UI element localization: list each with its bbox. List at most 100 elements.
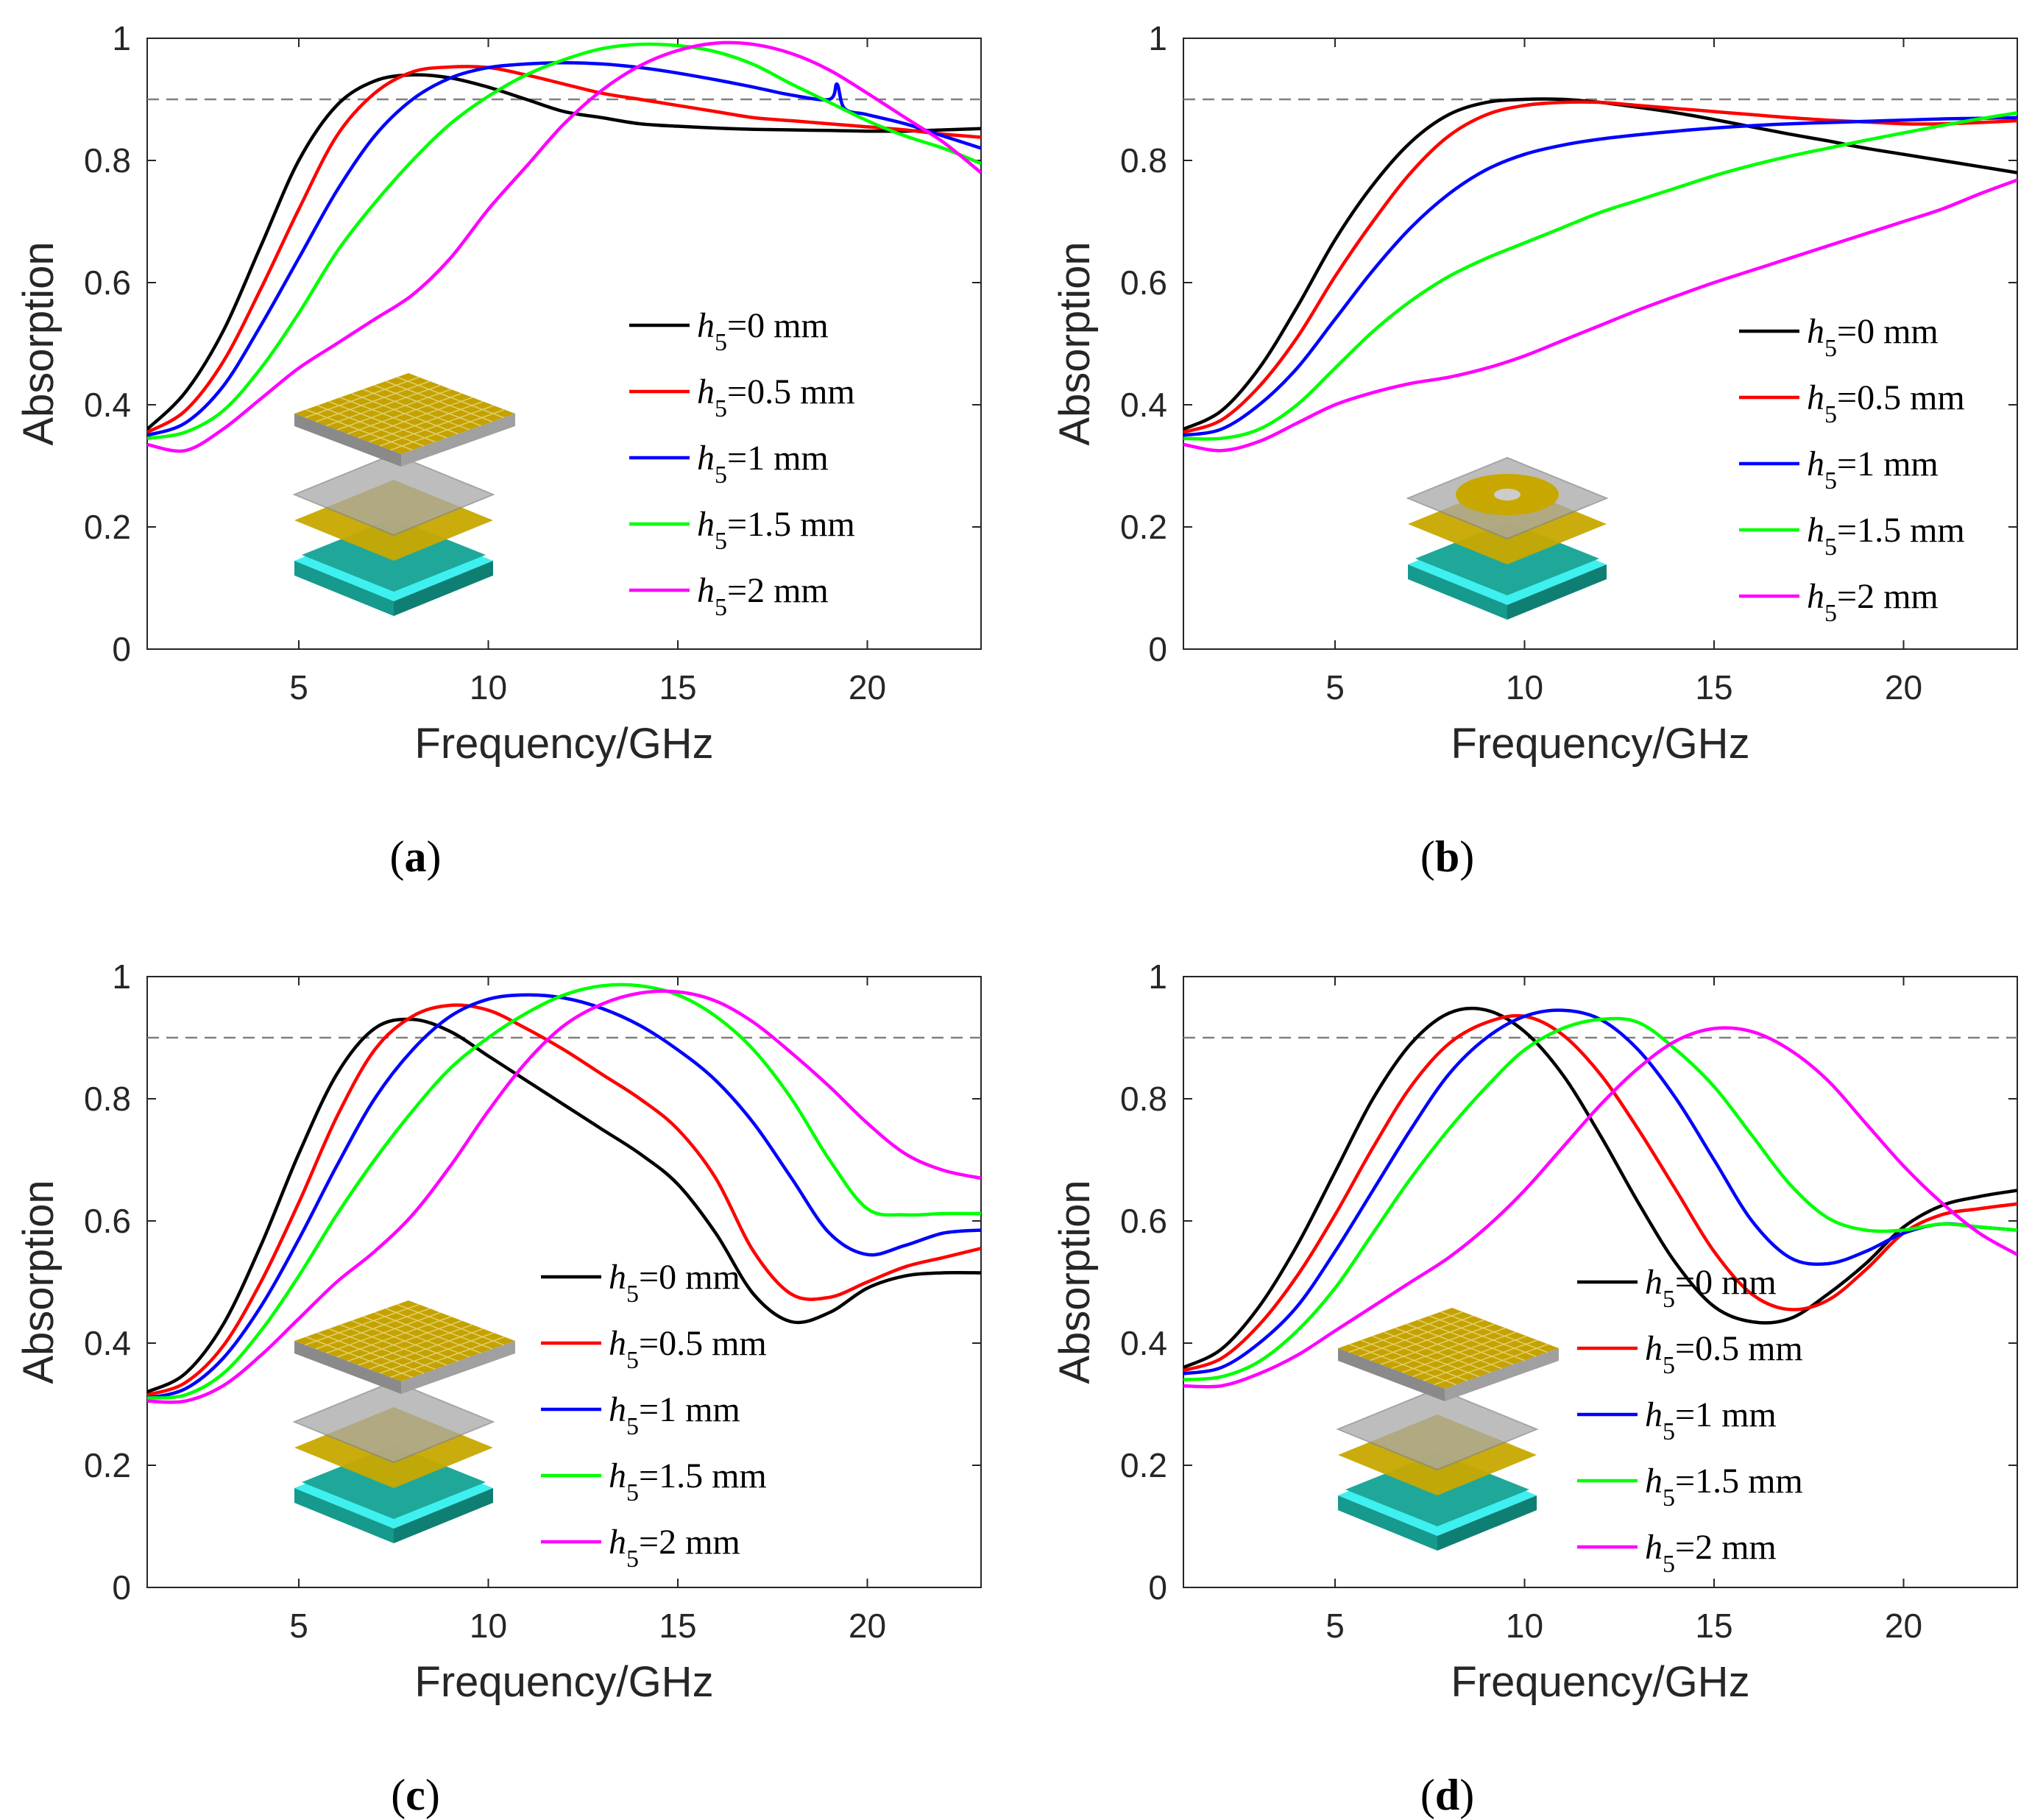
legend-value: =1 mm [1837, 445, 1939, 484]
inset-grid-line [390, 1336, 505, 1378]
x-tick-label: 10 [1506, 1607, 1543, 1645]
legend-subscript: 5 [715, 461, 727, 489]
legend-value: =0 mm [727, 306, 829, 345]
legend-subscript: 5 [1824, 335, 1837, 362]
x-tick-label: 15 [1695, 1607, 1732, 1645]
inset-cyan-side-left [1408, 564, 1507, 620]
legend-entry: h5=0 mm [697, 306, 829, 356]
legend-symbol: h [609, 1456, 626, 1495]
structure-inset-2 [292, 1300, 515, 1543]
inset-cyan-side-right [394, 561, 493, 616]
legend-subscript: 5 [715, 395, 727, 422]
legend-subscript: 5 [1824, 401, 1837, 428]
legend-symbol: h [609, 1258, 626, 1297]
y-axis-label: Absorption [1051, 1180, 1099, 1384]
legend-symbol: h [1807, 312, 1824, 351]
x-tick-label: 5 [1325, 1607, 1345, 1645]
y-axis-label: Absorption [1051, 241, 1099, 445]
series-line-2 [147, 993, 981, 1400]
inset-top-plate [294, 373, 515, 467]
x-axis-label: Frequency/GHz [1451, 1658, 1749, 1706]
y-tick-label: 0 [1148, 630, 1167, 668]
legend-subscript: 5 [1663, 1286, 1675, 1313]
inset-top-plate [294, 1300, 515, 1394]
y-tick-label: 0.6 [84, 1202, 131, 1240]
inset-cyan-side-left [1338, 1495, 1437, 1551]
series-line-0 [147, 1017, 981, 1394]
inset-grid-line [379, 1332, 495, 1374]
caption-close: ) [427, 832, 442, 881]
x-tick-label: 20 [1885, 1607, 1922, 1645]
x-axis-label: Frequency/GHz [1451, 720, 1749, 768]
legend-entry: h5=0.5 mm [1645, 1329, 1803, 1379]
series-line-1 [147, 65, 981, 434]
inset-cyan-side-right [394, 1488, 493, 1543]
x-tick-label: 5 [1325, 668, 1345, 707]
inset-grid-line [1412, 1335, 1527, 1378]
inset-gray-layer [1336, 1387, 1539, 1471]
inset-top-side-right [401, 1341, 515, 1394]
legend-entry: h5=0 mm [1645, 1263, 1777, 1313]
legend-symbol: h [1645, 1528, 1663, 1567]
legend-symbol: h [697, 571, 715, 610]
panel-b: 5 10 15 20 0 0.2 0.4 0.6 0.8 1 Frequency/GHz Absorp… [1051, 19, 2018, 881]
inset-grid-line [358, 1324, 473, 1366]
legend-symbol: h [1645, 1462, 1663, 1501]
legend-symbol: h [697, 372, 715, 411]
y-tick-label: 0.4 [1120, 1324, 1167, 1362]
series-line-3 [147, 42, 981, 440]
legend-value: =0.5 mm [727, 372, 855, 411]
series-line-1 [147, 1003, 981, 1397]
inset-top-side-right [1445, 1348, 1559, 1401]
inset-grid-line [374, 1311, 481, 1354]
y-tick-label: 0.6 [1120, 1202, 1167, 1240]
inset-top-plate [1338, 1308, 1559, 1401]
inset-top-side-right [401, 414, 515, 467]
legend-entry: h5=1 mm [1807, 445, 1939, 495]
caption-open: ( [390, 832, 405, 881]
panel-d: 5 10 15 20 0 0.2 0.4 0.6 0.8 1 Frequency/GHz Absorp… [1051, 957, 2018, 1819]
panel-caption: (b) [1420, 832, 1474, 881]
caption-open: ( [391, 1771, 406, 1819]
legend-entry: h5=2 mm [697, 571, 829, 621]
inset-grid-line [1440, 1311, 1548, 1353]
x-tick-label: 10 [470, 668, 507, 707]
inset-gray-layer [292, 453, 495, 537]
legend-subscript: 5 [1663, 1484, 1675, 1512]
panel-caption: (a) [390, 832, 442, 881]
caption-close: ) [1459, 1771, 1474, 1819]
legend-symbol: h [1807, 577, 1824, 616]
x-tick-label: 15 [659, 668, 696, 707]
inset-grid-line [1401, 1331, 1517, 1373]
legend-entry: h5=1.5 mm [609, 1456, 767, 1506]
caption-open: ( [1420, 832, 1435, 881]
inset-cyan-side-left [294, 1488, 394, 1543]
legend-entry: h5=1 mm [609, 1390, 740, 1440]
legend-symbol: h [1807, 511, 1824, 550]
legend-symbol: h [1807, 445, 1824, 484]
inset-gray-layer [292, 1380, 495, 1464]
series-line-0 [1183, 1006, 2017, 1370]
series-line-4 [147, 40, 981, 453]
structure-inset-0 [292, 373, 515, 616]
inset-grid-line [362, 1316, 470, 1358]
legend-entry: h5=1 mm [1645, 1395, 1777, 1445]
x-tick-label: 5 [289, 668, 308, 707]
legend-symbol: h [1645, 1329, 1663, 1368]
series-line-1 [1183, 1013, 2017, 1373]
inset-grid-line [1417, 1319, 1525, 1362]
series-line-4 [1183, 178, 2017, 453]
panel-caption: (c) [391, 1771, 440, 1819]
legend-value: =0.5 mm [639, 1324, 767, 1363]
legend-entry: h5=0.5 mm [1807, 378, 1965, 428]
inset-grid-line [1434, 1343, 1548, 1386]
inset-cyan-side-right [1437, 1495, 1537, 1551]
inset-top-side-left [294, 1341, 401, 1394]
inset-grid-line [397, 1303, 504, 1346]
legend-symbol: h [609, 1324, 626, 1363]
legend-symbol: h [697, 306, 715, 345]
legend-subscript: 5 [626, 1281, 639, 1308]
x-tick-label: 15 [659, 1607, 696, 1645]
legend-subscript: 5 [1824, 534, 1837, 561]
